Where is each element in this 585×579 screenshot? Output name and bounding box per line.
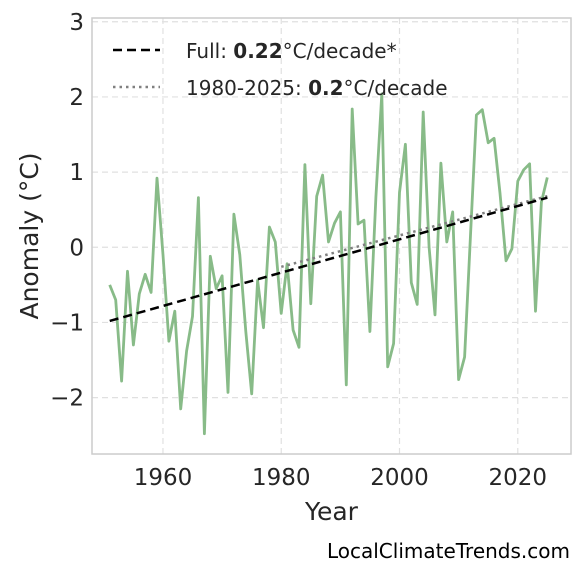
y-tick-label: 0: [69, 235, 84, 261]
x-axis-title: Year: [304, 497, 359, 526]
legend-full-value: 0.22: [233, 39, 282, 63]
y-tick-label: 1: [69, 160, 84, 186]
watermark-text: LocalClimateTrends.com: [327, 539, 570, 563]
y-tick-label: −2: [50, 386, 84, 412]
x-tick-label: 1960: [134, 465, 193, 491]
x-tick-label: 1980: [252, 465, 311, 491]
full-trend-line: [109, 196, 548, 323]
legend-full-prefix: Full:: [186, 39, 233, 63]
data-series: [108, 92, 549, 436]
legend-recent-suffix: °C/decade: [344, 76, 448, 100]
x-tick-label: 2020: [489, 465, 548, 491]
x-axis-ticks: 1960 1980 2000 2020: [134, 465, 547, 491]
anomaly-series-line: [108, 92, 549, 436]
y-tick-label: 2: [69, 85, 84, 111]
grid: [92, 18, 571, 454]
y-axis-ticks: −2 −1 0 1 2 3: [50, 10, 84, 412]
y-tick-label: −1: [50, 310, 84, 336]
plot-frame: [91, 17, 572, 455]
recent-trend-line: [280, 194, 548, 269]
legend-full-suffix: °C/decade*: [283, 39, 397, 63]
legend-label-recent-trend: 1980-2025: 0.2°C/decade: [186, 76, 448, 100]
legend-recent-prefix: 1980-2025:: [186, 76, 308, 100]
legend-recent-value: 0.2: [308, 76, 343, 100]
legend: Full: 0.22°C/decade* 1980-2025: 0.2°C/de…: [113, 39, 448, 100]
x-tick-label: 2000: [370, 465, 429, 491]
y-axis-title: Anomaly (°C): [15, 152, 44, 319]
y-tick-label: 3: [69, 10, 84, 36]
legend-label-full-trend: Full: 0.22°C/decade*: [186, 39, 397, 63]
